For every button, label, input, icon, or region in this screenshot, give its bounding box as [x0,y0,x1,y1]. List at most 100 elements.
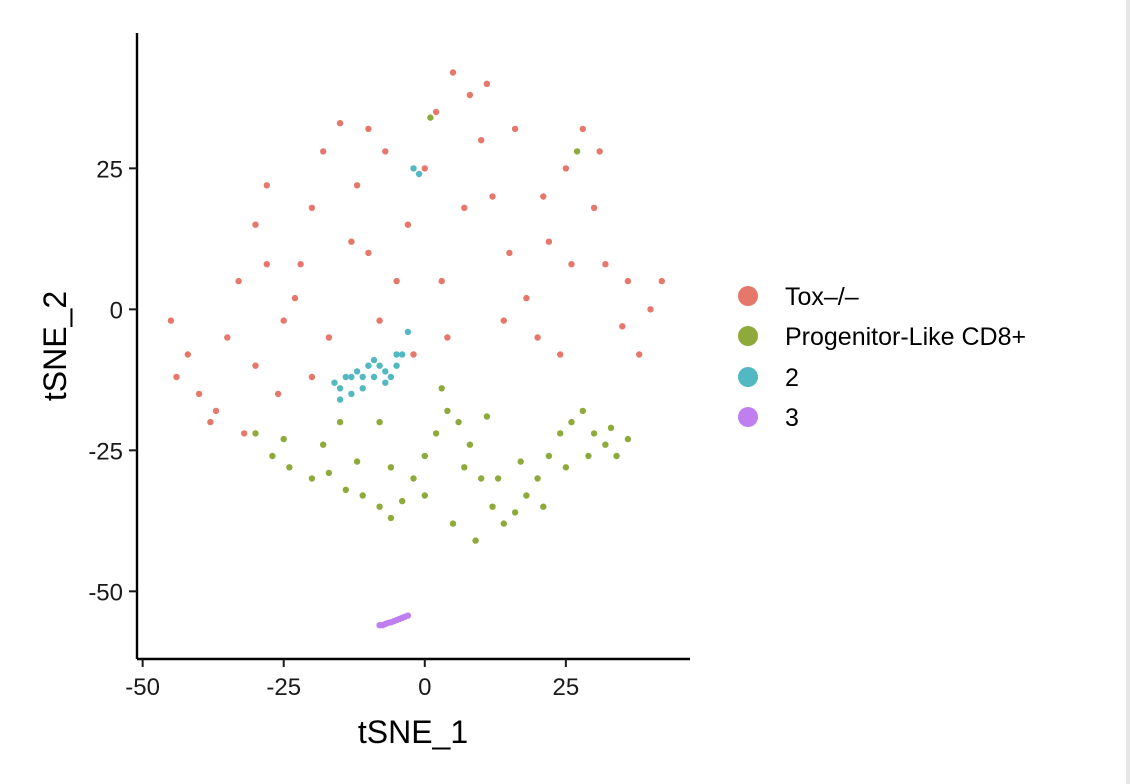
data-point [478,137,485,144]
y-tick-label: -25 [88,438,123,465]
data-point [365,249,372,257]
data-point [365,362,372,369]
legend-label-progenitor: Progenitor-Like CD8+ [785,323,1026,351]
data-point [573,148,581,155]
data-point [511,509,519,516]
data-point [466,91,474,99]
data-point [432,108,440,116]
data-point [534,334,541,341]
y-axis-title: tSNE_2 [37,291,73,401]
series-group-3 [376,612,412,629]
data-point [382,368,389,375]
data-point [562,165,570,172]
x-tick-label: 25 [553,674,580,701]
data-point [252,221,259,228]
data-point [320,148,327,155]
data-point [438,385,445,392]
data-point [636,351,643,358]
data-point [523,492,530,499]
data-point [308,373,316,381]
data-point [444,334,451,341]
data-point [421,492,428,499]
data-point [348,373,355,381]
data-point [212,407,220,415]
data-point [579,407,586,415]
data-point [404,221,412,228]
data-point [472,537,479,544]
data-point [167,317,175,324]
data-point [365,125,372,133]
data-point [320,441,327,448]
data-point [466,441,474,448]
data-point [568,261,575,268]
data-point [500,317,507,324]
data-point [387,373,395,381]
data-point [308,204,316,211]
data-point [461,204,468,211]
data-point [506,249,513,257]
data-point [280,435,287,443]
data-point [286,464,293,471]
data-point [562,464,570,471]
data-point [511,125,519,133]
data-point [336,120,344,127]
x-axis-title: tSNE_1 [358,714,468,750]
data-point [325,334,333,341]
data-point [336,418,344,426]
data-point [263,261,270,268]
data-point [393,351,400,358]
data-point [658,277,665,285]
data-point [415,170,423,178]
points-layer [167,69,665,629]
legend-swatch-cluster-3 [738,407,758,427]
data-point [376,317,383,324]
data-point [523,294,530,302]
data-point [534,475,541,482]
data-point [207,418,214,426]
data-point [455,418,462,426]
data-point [449,520,457,527]
data-point [195,390,203,398]
data-point [376,418,383,426]
data-point [557,430,564,437]
data-point [557,351,564,358]
legend-swatch-cluster-2 [738,367,758,387]
data-point [387,514,395,522]
data-point [353,182,361,189]
legend-label-tox: Tox–/– [785,283,859,311]
data-point [478,475,485,482]
legend-label-cluster-3: 3 [785,404,799,432]
data-point [545,452,553,460]
data-point [624,435,632,443]
data-point [359,385,366,392]
data-point [613,452,620,460]
data-point [382,148,389,155]
data-point [489,503,496,510]
data-point [325,469,333,477]
x-tick-label: -25 [266,674,301,701]
data-point [331,379,338,386]
data-point [252,430,259,437]
data-point [224,334,231,341]
data-point [596,148,603,155]
data-point [382,379,389,386]
data-point [545,238,553,245]
data-point [359,492,366,499]
series-group-1 [252,114,632,544]
data-point [579,125,586,133]
data-point [449,69,457,76]
data-point [399,351,406,358]
data-point [241,430,248,437]
data-point [427,114,434,121]
data-point [444,407,451,415]
data-point [291,294,299,302]
data-point [410,475,417,482]
data-point [348,238,355,245]
data-point [590,430,598,437]
data-point [404,328,412,336]
data-point [602,261,609,268]
x-tick-label: -50 [125,674,160,701]
data-point [483,413,491,420]
data-point [461,464,468,471]
